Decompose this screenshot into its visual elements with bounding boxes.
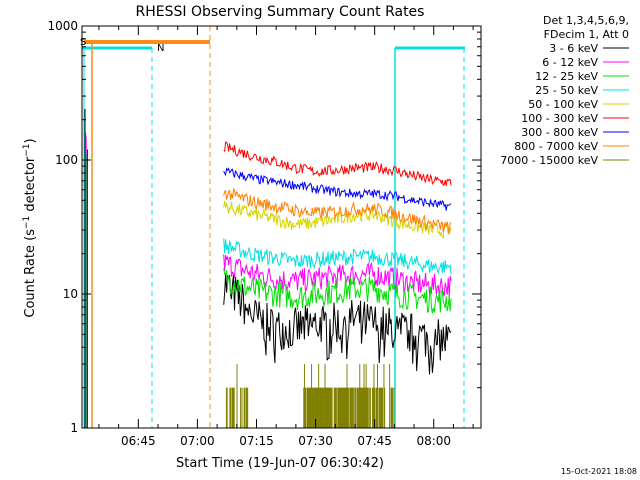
series-line (223, 274, 452, 375)
y-tick-label: 1000 (47, 19, 78, 33)
timestamp: 15-Oct-2021 18:08 (561, 467, 637, 476)
series-line (223, 238, 452, 275)
x-tick-label: 07:15 (239, 434, 274, 448)
y-axis-label: Count Rate (s−1 detector−1) (22, 138, 38, 317)
flag-label-n: N (157, 43, 164, 54)
x-tick-label: 07:30 (298, 434, 333, 448)
legend-entry-label: 800 - 7000 keV (514, 140, 598, 153)
y-tick-label: 1 (70, 421, 78, 435)
x-tick-label: 08:00 (416, 434, 451, 448)
y-tick-label: 10 (63, 287, 78, 301)
legend-header-line-2: FDecim 1, Att 0 (544, 28, 629, 41)
legend-entry-label: 25 - 50 keV (535, 84, 598, 97)
series-line (223, 167, 452, 211)
y-tick-label: 100 (55, 153, 78, 167)
legend-entry-label: 3 - 6 keV (549, 42, 598, 55)
chart-title: RHESSI Observing Summary Count Rates (136, 4, 425, 20)
series-line (223, 268, 452, 314)
flag-label-s: S (80, 37, 86, 48)
legend-entry-label: 300 - 800 keV (521, 126, 598, 139)
legend-entry-label: 12 - 25 keV (535, 70, 598, 83)
series-line (223, 200, 452, 239)
legend-entry-label: 7000 - 15000 keV (500, 154, 598, 167)
series-line (223, 187, 452, 235)
legend: Det 1,3,4,5,6,9, FDecim 1, Att 0 3 - 6 k… (500, 14, 629, 167)
legend-entry-label: 50 - 100 keV (528, 98, 598, 111)
series-line (223, 254, 452, 298)
plot-frame (81, 25, 482, 429)
series-line (223, 141, 452, 187)
legend-entry-label: 6 - 12 keV (542, 56, 598, 69)
legend-entry-label: 100 - 300 keV (521, 112, 598, 125)
x-axis-label: Start Time (19-Jun-07 06:30:42) (176, 456, 384, 471)
x-tick-label: 06:45 (121, 434, 156, 448)
x-tick-label: 07:00 (180, 434, 215, 448)
x-tick-label: 07:45 (357, 434, 392, 448)
legend-header-line-1: Det 1,3,4,5,6,9, (543, 14, 629, 27)
